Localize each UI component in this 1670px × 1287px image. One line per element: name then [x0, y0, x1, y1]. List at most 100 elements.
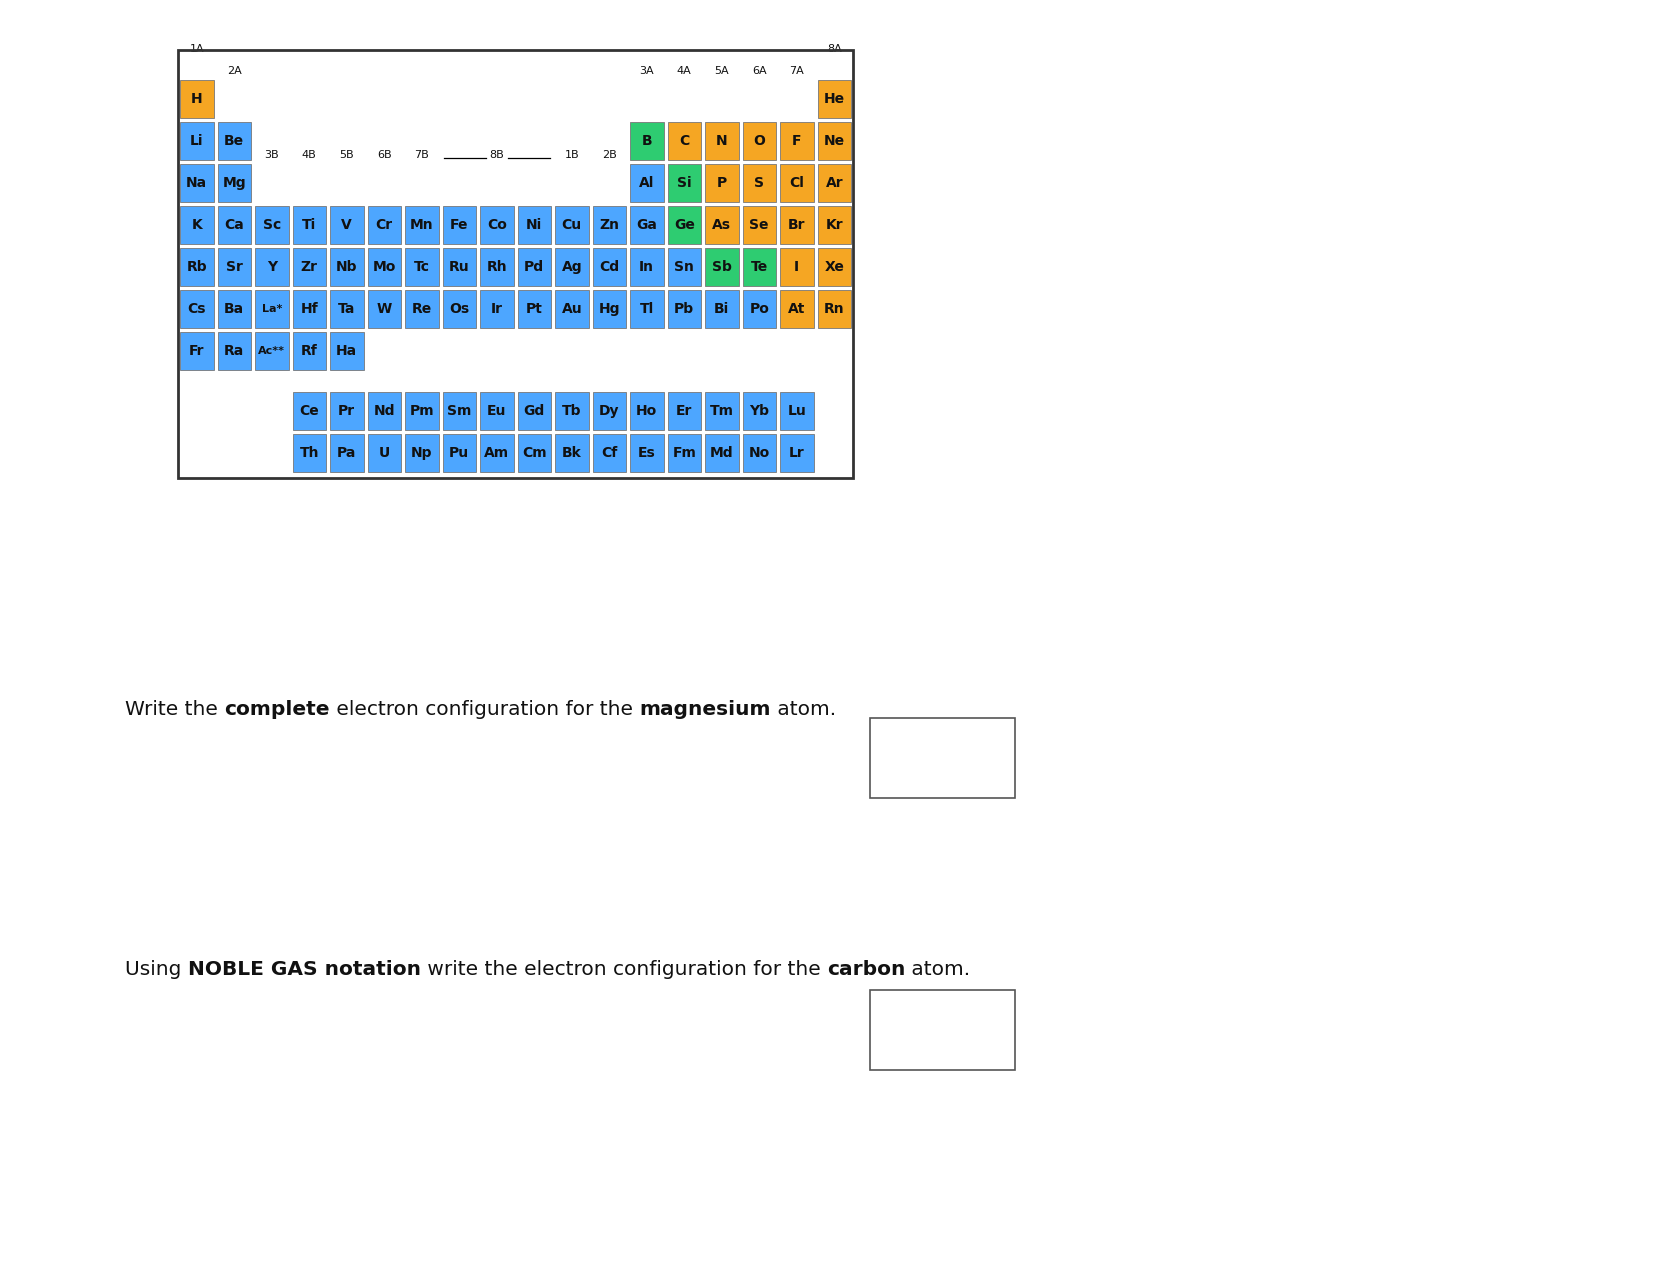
Text: Ar: Ar — [825, 176, 843, 190]
Bar — [818, 122, 852, 160]
Bar — [593, 248, 626, 286]
Bar — [406, 248, 439, 286]
Text: Hg: Hg — [598, 302, 620, 317]
Bar — [593, 290, 626, 328]
Text: U: U — [379, 447, 389, 459]
Bar — [554, 290, 588, 328]
Bar — [443, 206, 476, 245]
Text: Dy: Dy — [600, 404, 620, 418]
Bar — [292, 434, 326, 472]
Text: 2B: 2B — [601, 151, 616, 160]
Text: Nd: Nd — [374, 404, 396, 418]
Text: C: C — [680, 134, 690, 148]
Text: Cf: Cf — [601, 447, 618, 459]
Text: P: P — [716, 176, 726, 190]
Bar — [479, 290, 513, 328]
Bar — [743, 290, 777, 328]
Text: Tl: Tl — [640, 302, 655, 317]
Text: Bi: Bi — [715, 302, 730, 317]
Bar — [554, 393, 588, 430]
Text: 5A: 5A — [715, 66, 730, 76]
Text: Te: Te — [750, 260, 768, 274]
Text: atom.: atom. — [905, 960, 970, 979]
Text: 2A: 2A — [227, 66, 242, 76]
Text: Cs: Cs — [187, 302, 205, 317]
Text: F: F — [792, 134, 802, 148]
Bar — [518, 393, 551, 430]
Text: Tm: Tm — [710, 404, 733, 418]
Text: Am: Am — [484, 447, 509, 459]
Text: Pr: Pr — [339, 404, 356, 418]
Bar — [818, 290, 852, 328]
Bar — [630, 122, 663, 160]
Text: complete: complete — [224, 700, 329, 719]
Bar — [179, 50, 853, 477]
Bar — [518, 206, 551, 245]
Text: Ni: Ni — [526, 218, 543, 232]
Text: Ta: Ta — [337, 302, 356, 317]
Bar — [630, 248, 663, 286]
Bar — [630, 206, 663, 245]
Text: Co: Co — [488, 218, 506, 232]
Text: Cl: Cl — [790, 176, 805, 190]
Text: 7B: 7B — [414, 151, 429, 160]
Bar — [780, 290, 813, 328]
Bar — [443, 248, 476, 286]
Bar — [630, 393, 663, 430]
Text: Using: Using — [125, 960, 187, 979]
Text: Sr: Sr — [225, 260, 242, 274]
Bar — [780, 122, 813, 160]
Text: Au: Au — [561, 302, 583, 317]
Text: Pm: Pm — [409, 404, 434, 418]
Bar — [668, 163, 701, 202]
Bar — [406, 290, 439, 328]
Text: Pd: Pd — [524, 260, 544, 274]
Text: Si: Si — [676, 176, 691, 190]
Bar — [593, 434, 626, 472]
Bar — [217, 206, 250, 245]
Text: Ho: Ho — [636, 404, 658, 418]
Bar — [630, 163, 663, 202]
Text: Mn: Mn — [409, 218, 434, 232]
Text: He: He — [823, 91, 845, 106]
Bar — [554, 434, 588, 472]
Bar — [292, 206, 326, 245]
Bar — [331, 434, 364, 472]
Text: N: N — [716, 134, 728, 148]
Text: Cr: Cr — [376, 218, 392, 232]
Bar — [518, 290, 551, 328]
Text: In: In — [640, 260, 655, 274]
Bar — [518, 248, 551, 286]
Bar — [292, 248, 326, 286]
Text: Ca: Ca — [224, 218, 244, 232]
Text: Fr: Fr — [189, 344, 204, 358]
Bar — [743, 393, 777, 430]
Text: carbon: carbon — [827, 960, 905, 979]
Text: 8A: 8A — [827, 44, 842, 54]
Text: Np: Np — [411, 447, 433, 459]
Text: H: H — [190, 91, 202, 106]
Bar — [443, 434, 476, 472]
Text: Cd: Cd — [600, 260, 620, 274]
Bar — [331, 393, 364, 430]
Bar — [818, 248, 852, 286]
Bar — [406, 434, 439, 472]
Text: Rn: Rn — [823, 302, 845, 317]
Bar — [743, 206, 777, 245]
Text: S: S — [755, 176, 765, 190]
Text: Rf: Rf — [301, 344, 317, 358]
Bar — [743, 434, 777, 472]
Text: Lu: Lu — [787, 404, 807, 418]
Bar — [593, 206, 626, 245]
Text: Gd: Gd — [524, 404, 544, 418]
Text: 6A: 6A — [752, 66, 767, 76]
Text: O: O — [753, 134, 765, 148]
Bar — [668, 393, 701, 430]
Text: Mg: Mg — [222, 176, 245, 190]
Bar — [406, 206, 439, 245]
Text: Ti: Ti — [302, 218, 316, 232]
Bar — [180, 163, 214, 202]
Text: Pu: Pu — [449, 447, 469, 459]
Text: 8B: 8B — [489, 151, 504, 160]
Text: Er: Er — [676, 404, 693, 418]
